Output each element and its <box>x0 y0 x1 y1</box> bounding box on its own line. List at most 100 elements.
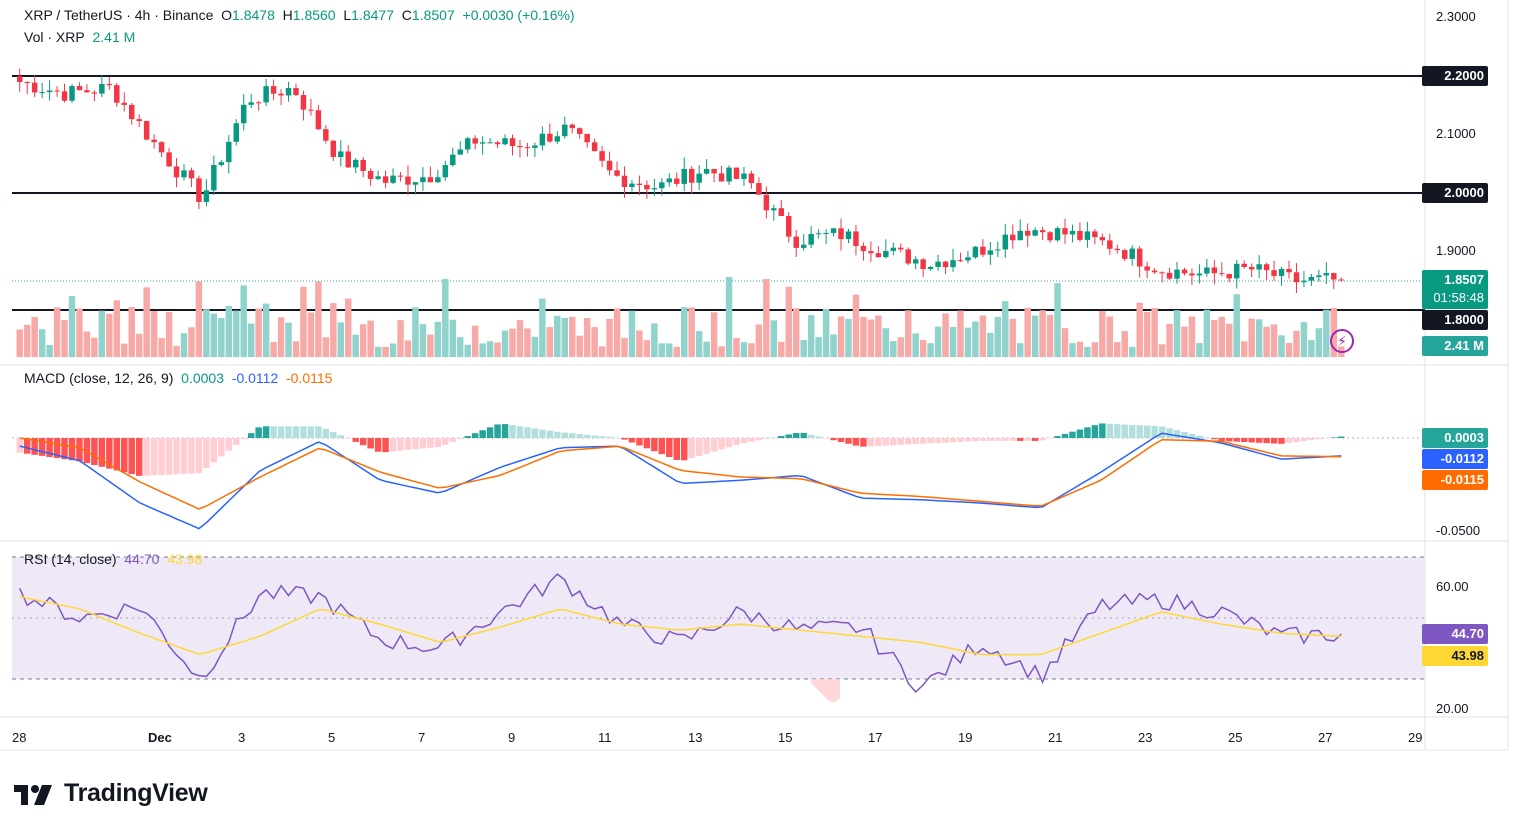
macd-hist-bar <box>710 438 718 452</box>
macd-hist-bar <box>367 438 374 449</box>
tradingview-brand: TradingView <box>14 779 208 808</box>
volume-bar <box>83 331 91 357</box>
candle-body <box>352 159 359 168</box>
macd-hist-bar <box>837 438 845 442</box>
candle-body <box>188 170 195 179</box>
volume-bar <box>636 330 643 357</box>
macd-hist-bar <box>195 438 203 474</box>
volume-bar <box>150 310 158 357</box>
signal-tag: -0.0115 <box>1422 470 1488 490</box>
volume-bar <box>1203 309 1211 357</box>
volume-bar <box>688 307 695 357</box>
macd-label[interactable]: MACD (close, 12, 26, 9) <box>24 370 174 386</box>
volume-bar <box>807 315 815 357</box>
candle-body <box>1234 263 1240 279</box>
macd-hist-bar <box>68 438 76 461</box>
time-label: 21 <box>1048 730 1063 745</box>
macd-hist-bar <box>233 438 240 445</box>
lightning-icon[interactable]: ⚡ <box>1330 329 1354 353</box>
candle-body <box>1331 273 1337 280</box>
macd-hist-bar <box>904 438 912 445</box>
volume-bar <box>658 343 666 357</box>
low-label: L <box>343 7 352 23</box>
macd-hist-bar <box>733 438 740 446</box>
candle-body <box>726 167 732 182</box>
candle-countdown: 01:58:48 <box>1433 290 1484 305</box>
volume-bar <box>1002 301 1009 357</box>
candle-body <box>457 149 463 155</box>
volume-bar <box>210 313 218 357</box>
candle-body <box>733 167 740 179</box>
macd-hist-bar <box>785 434 792 438</box>
volume-bar <box>598 346 606 357</box>
volume-bar <box>919 339 927 357</box>
candle-body <box>1144 266 1150 271</box>
macd-hist-bar <box>1233 438 1240 442</box>
candle-body <box>173 166 180 178</box>
macd-hist-bar <box>98 438 106 467</box>
macd-hist-bar <box>927 438 934 444</box>
macd-hist-bar <box>740 438 748 444</box>
symbol-title[interactable]: XRP / TetherUS · 4h · Binance <box>24 7 214 23</box>
macd-hist-bar <box>1166 428 1173 438</box>
volume-bar <box>845 318 852 357</box>
volume-label[interactable]: Vol · XRP <box>24 29 85 45</box>
candle-body <box>845 231 852 240</box>
candle-body <box>31 82 38 93</box>
macd-hist-bar <box>494 424 501 438</box>
volume-bar <box>554 315 561 357</box>
volume-bar <box>763 279 770 357</box>
macd-hist-bar <box>934 438 942 444</box>
candle-body <box>1114 248 1121 251</box>
candle-body <box>1032 230 1038 236</box>
macd-hist-bar <box>860 438 867 447</box>
volume-bar <box>1308 340 1315 357</box>
candle-body <box>76 86 83 91</box>
macd-hist-bar <box>76 438 83 462</box>
macd-hist-bar <box>322 428 330 438</box>
candle-body <box>950 260 956 268</box>
volume-bar <box>681 307 688 357</box>
volume-bar <box>934 326 942 357</box>
candle-body <box>248 102 254 105</box>
candle-body <box>143 121 150 140</box>
macd-hist-bar <box>897 438 904 445</box>
candle-body <box>815 233 822 235</box>
volume-bar <box>23 324 31 357</box>
volume-bar <box>262 303 270 357</box>
candle-body <box>375 176 381 179</box>
macd-hist-bar <box>703 438 710 454</box>
volume-bar <box>277 317 285 357</box>
macd-hist-bar <box>1136 425 1143 438</box>
candle-body <box>599 151 605 161</box>
volume-bar <box>822 309 830 357</box>
candle-body <box>1039 230 1046 233</box>
macd-hist-bar <box>755 438 763 441</box>
candle-body <box>308 109 314 111</box>
volume-bar <box>666 343 673 357</box>
rsi-label[interactable]: RSI (14, close) <box>24 551 117 567</box>
candle-body <box>1263 264 1270 271</box>
macd-hist-bar <box>636 438 643 446</box>
candle-body <box>1271 270 1277 276</box>
candle-body <box>61 91 68 101</box>
macd-hist-bar <box>113 438 121 471</box>
macd-hist-bar <box>628 438 636 443</box>
volume-bar <box>606 318 613 357</box>
volume-bar <box>569 316 576 357</box>
volume-bar <box>233 310 240 357</box>
macd-hist-bar <box>1211 438 1218 440</box>
candle-body <box>479 142 486 144</box>
candle-body <box>808 234 814 245</box>
volume-bar <box>113 300 121 357</box>
volume-bar <box>255 308 262 357</box>
volume-bar <box>964 327 972 357</box>
volume-bar <box>860 316 867 357</box>
macd-hist-bar <box>1151 425 1158 438</box>
candle-body <box>1151 270 1158 273</box>
candle-body <box>1338 279 1344 281</box>
macd-hist-bar <box>389 438 397 452</box>
macd-hist-bar <box>561 432 569 438</box>
macd-hist-bar <box>524 427 531 438</box>
